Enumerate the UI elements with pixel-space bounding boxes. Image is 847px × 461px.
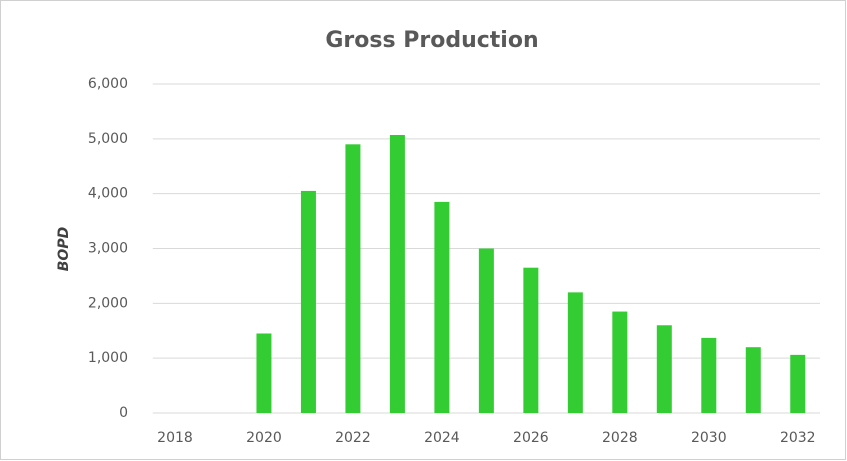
bar: [434, 201, 450, 413]
y-tick-label: 5,000: [88, 131, 128, 147]
y-tick-label: 2,000: [88, 295, 128, 311]
x-tick-label: 2026: [513, 430, 549, 446]
y-tick-label: 1,000: [88, 350, 128, 366]
x-tick-label: 2018: [157, 430, 193, 446]
bar: [745, 347, 761, 413]
x-tick-label: 2020: [246, 430, 282, 446]
x-tick-label: 2022: [335, 430, 371, 446]
bar: [567, 292, 583, 413]
y-tick-label: 0: [119, 405, 128, 421]
bar: [300, 190, 316, 413]
chart-title: Gross Production: [325, 28, 538, 53]
bar: [790, 354, 806, 413]
bar: [345, 144, 361, 414]
bar: [656, 325, 672, 413]
x-tick-label: 2024: [424, 430, 460, 446]
y-tick-label: 4,000: [88, 186, 128, 202]
y-tick-label: 6,000: [88, 76, 128, 92]
y-tick-label: 3,000: [88, 241, 128, 257]
x-tick-label: 2030: [691, 430, 727, 446]
bar: [701, 337, 717, 413]
bar: [523, 267, 539, 413]
bar: [612, 311, 628, 413]
bar: [389, 134, 405, 413]
x-tick-label: 2032: [780, 430, 816, 446]
bar: [256, 333, 272, 413]
bar: [478, 248, 494, 413]
y-axis-label: BOPD: [56, 227, 72, 271]
x-tick-label: 2028: [602, 430, 638, 446]
